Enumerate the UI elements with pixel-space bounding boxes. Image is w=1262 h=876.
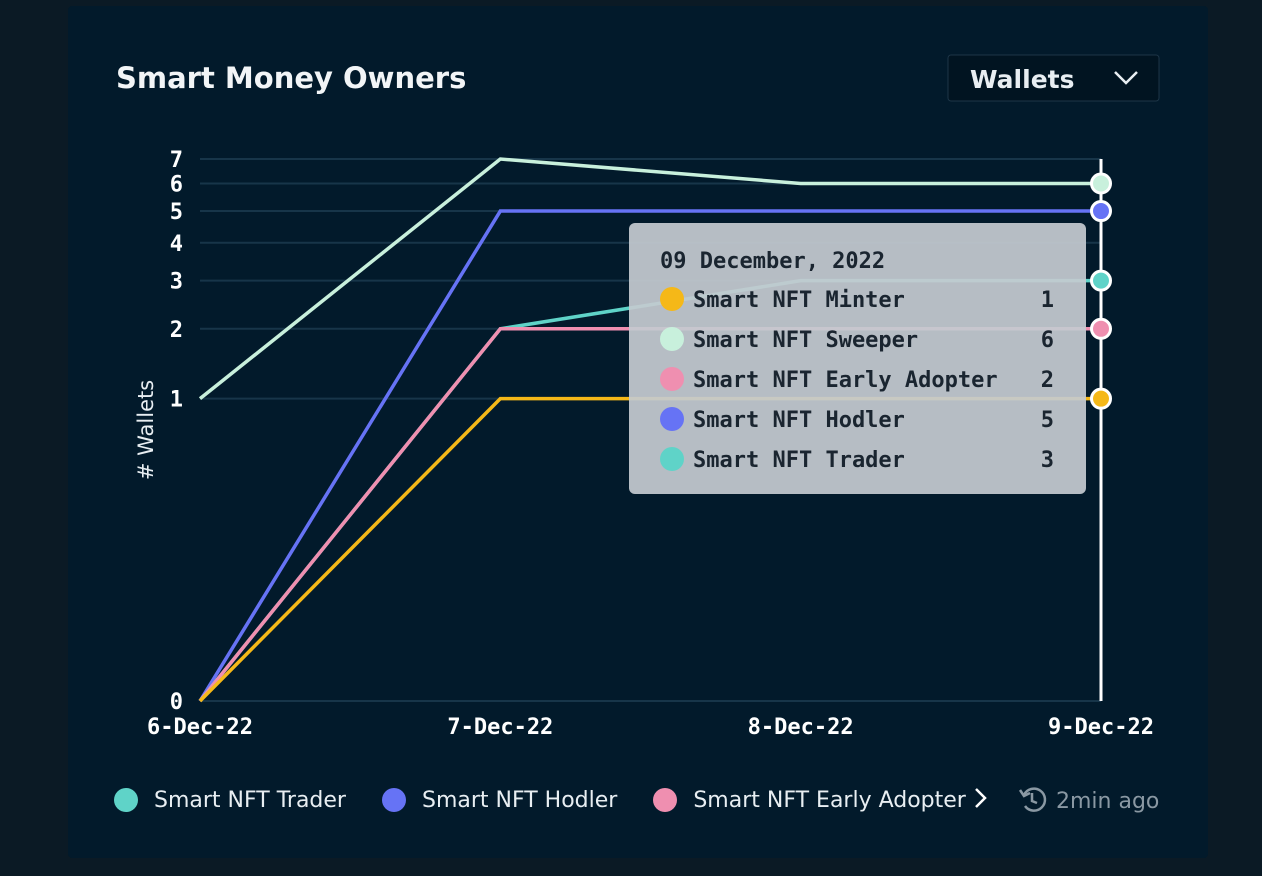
tooltip-name: Smart NFT Hodler: [693, 408, 905, 433]
refresh-icon[interactable]: [1018, 787, 1047, 812]
tooltip-name: Smart NFT Trader: [693, 448, 905, 473]
hover-point: [1090, 200, 1112, 223]
hover-point: [1090, 317, 1112, 340]
hover-point: [1090, 269, 1112, 292]
legend-item[interactable]: Smart NFT Early Adopter: [653, 782, 966, 818]
legend-label: Smart NFT Early Adopter: [693, 787, 966, 813]
y-tick-label: 5: [170, 200, 183, 225]
x-tick-label: 7-Dec-22: [447, 715, 553, 740]
legend-swatch: [381, 788, 406, 812]
legend-item[interactable]: Smart NFT Hodler: [381, 782, 618, 818]
legend-swatch: [653, 788, 678, 812]
line: [198, 157, 1101, 401]
x-tick-label: 6-Dec-22: [147, 715, 253, 740]
y-tick-label: 3: [170, 270, 183, 295]
y-tick-label: 1: [170, 388, 183, 413]
legend-label: Smart NFT Trader: [154, 787, 346, 813]
y-tick-label: 0: [170, 690, 183, 715]
hover-point: [1090, 172, 1112, 195]
hover-point: [1090, 387, 1112, 410]
tooltip-value: 3: [1041, 448, 1054, 473]
y-tick-label: 2: [170, 318, 183, 343]
tooltip: [629, 223, 1086, 494]
y-tick-label: 6: [170, 172, 183, 197]
chart-title: Smart Money Owners: [116, 61, 466, 95]
tooltip-value: 6: [1041, 328, 1054, 353]
y-axis-label: # Wallets: [134, 380, 158, 480]
chevron-down[interactable]: [1114, 71, 1138, 85]
tooltip-title: 09 December, 2022: [660, 249, 885, 274]
tooltip-dot: [660, 327, 684, 351]
tooltip-value: 2: [1041, 368, 1054, 393]
tooltip-dot: [660, 447, 684, 471]
line: [198, 209, 1101, 702]
x-tick-label: 8-Dec-22: [748, 715, 854, 740]
legend-next[interactable]: [975, 788, 987, 808]
legend-item[interactable]: Smart NFT Trader: [114, 782, 346, 818]
x-tick-label: 9-Dec-22: [1048, 715, 1154, 740]
selector[interactable]: [947, 54, 1160, 102]
tooltip-dot: [660, 367, 684, 391]
updated-label: 2min ago: [1056, 789, 1159, 814]
tooltip-name: Smart NFT Early Adopter: [693, 368, 998, 393]
legend: Smart NFT Trader Smart NFT Hodler Smart NF…: [114, 782, 974, 818]
tooltip-dot: [660, 287, 684, 311]
selector-label[interactable]: Wallets: [970, 65, 1074, 94]
tooltip-dot: [660, 407, 684, 431]
tooltip-name: Smart NFT Minter: [693, 288, 905, 313]
tooltip-value: 1: [1041, 288, 1054, 313]
legend-swatch: [114, 788, 138, 812]
y-tick-label: 4: [170, 232, 183, 257]
tooltip-name: Smart NFT Sweeper: [693, 328, 918, 353]
y-tick-label: 7: [170, 148, 183, 173]
tooltip-value: 5: [1041, 408, 1054, 433]
legend-label: Smart NFT Hodler: [421, 787, 618, 813]
